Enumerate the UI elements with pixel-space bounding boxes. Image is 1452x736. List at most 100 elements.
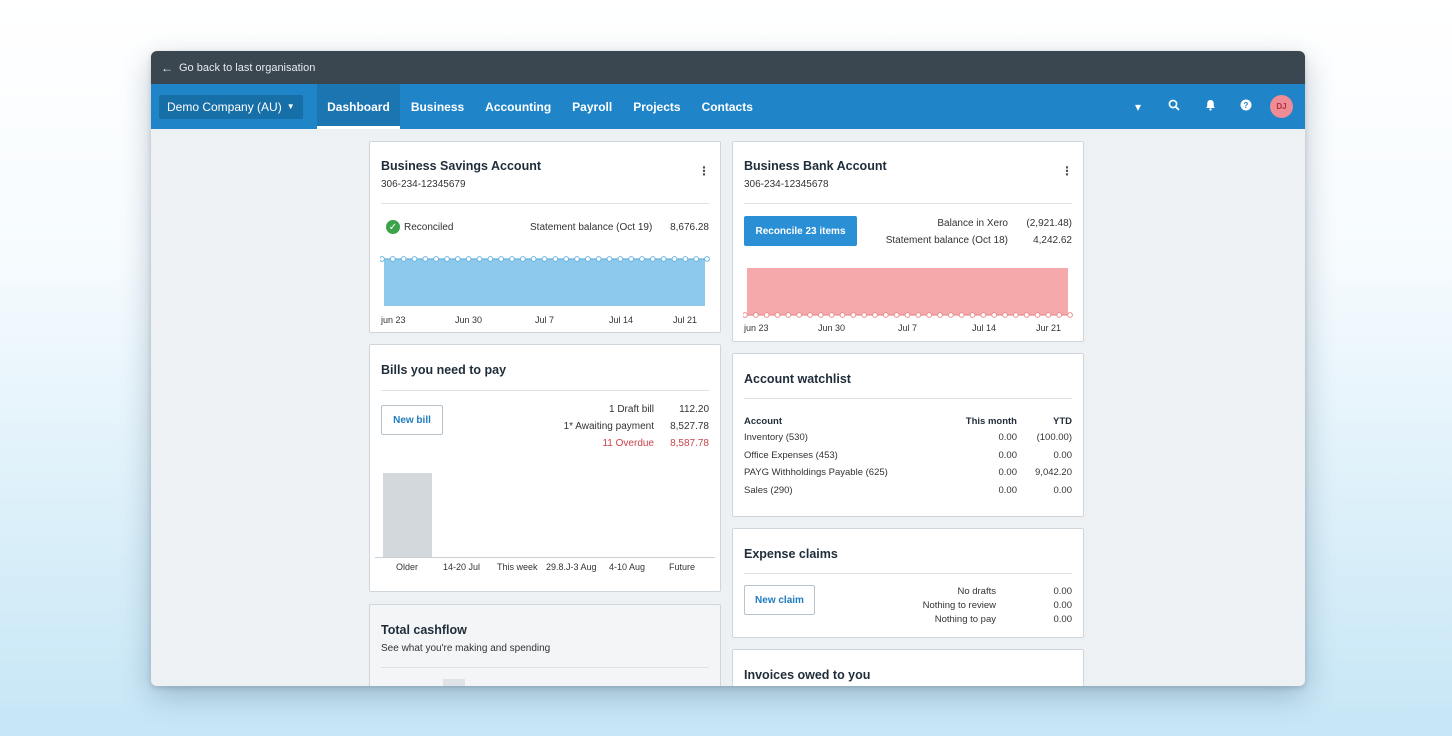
back-link[interactable]: Go back to last organisation <box>179 61 316 74</box>
add-menu-icon[interactable]: ▾ <box>1134 99 1142 114</box>
nav-projects[interactable]: Projects <box>633 99 681 114</box>
savings-x-label: Jul 7 <box>535 315 555 325</box>
chart-point <box>530 256 537 262</box>
bills-bar-older[interactable] <box>383 473 432 557</box>
chart-point <box>660 256 667 262</box>
chart-point <box>682 256 689 262</box>
chart-point <box>649 256 656 262</box>
divider <box>744 398 1072 399</box>
watchlist-title[interactable]: Account watchlist <box>744 372 851 386</box>
watchlist-account[interactable]: Office Expenses (453) <box>744 450 838 461</box>
chart-point <box>807 312 813 318</box>
chart-point <box>552 256 559 262</box>
draft-bills-link[interactable]: 1 Draft bill <box>608 404 654 415</box>
expense-claims-card: Expense claims New claim No drafts 0.00 … <box>732 528 1084 638</box>
watchlist-month: 0.00 <box>998 467 1018 478</box>
bank-area-fill <box>747 268 1068 315</box>
nav-business[interactable]: Business <box>410 99 465 114</box>
savings-x-label: Jun 30 <box>455 315 483 325</box>
more-options-icon[interactable]: ⋮ <box>698 164 710 178</box>
awaiting-payment-link[interactable]: 1* Awaiting payment <box>563 421 654 432</box>
chart-point <box>422 256 429 262</box>
bills-x-label: 29.8.J-3 Aug <box>546 562 597 572</box>
chart-point <box>1045 312 1052 318</box>
chart-point <box>893 312 900 318</box>
chart-point <box>958 312 965 318</box>
chart-point <box>454 256 461 262</box>
org-switch-bar[interactable]: ← Go back to last organisation <box>151 51 1305 84</box>
chart-point <box>1023 312 1030 318</box>
chart-point <box>969 312 976 318</box>
chart-point <box>915 312 922 318</box>
back-arrow-icon[interactable]: ← <box>161 60 173 75</box>
bank-x-label: Jul 14 <box>972 323 997 333</box>
chart-point <box>584 256 591 262</box>
chart-point <box>476 256 483 262</box>
chart-point <box>498 256 505 262</box>
savings-title[interactable]: Business Savings Account <box>381 159 541 173</box>
nav-payroll[interactable]: Payroll <box>572 99 613 114</box>
bank-x-label: Jun 30 <box>818 323 846 333</box>
bills-title[interactable]: Bills you need to pay <box>381 363 507 377</box>
cashflow-bar <box>443 679 465 686</box>
chart-point <box>947 312 954 318</box>
divider <box>744 573 1072 574</box>
invoices-title[interactable]: Invoices owed to you <box>744 668 871 682</box>
watchlist-account[interactable]: PAYG Withholdings Payable (625) <box>744 467 888 478</box>
avatar[interactable]: DJ <box>1270 95 1293 118</box>
reconcile-button[interactable]: Reconcile 23 items <box>744 216 857 246</box>
nav-items: Dashboard Business Accounting Payroll Pr… <box>316 84 764 129</box>
bills-x-label: 4-10 Aug <box>609 562 646 572</box>
bank-title[interactable]: Business Bank Account <box>744 159 887 173</box>
chart-point <box>882 312 889 318</box>
nav-icons: ▾ ? DJ <box>1120 84 1293 129</box>
overdue-link[interactable]: 11 Overdue <box>602 438 654 449</box>
expense-status-value: 0.00 <box>1053 600 1073 611</box>
search-icon[interactable] <box>1156 99 1192 114</box>
expense-status-label: Nothing to pay <box>934 614 996 625</box>
chart-point <box>628 256 635 262</box>
expense-title[interactable]: Expense claims <box>744 547 838 561</box>
expense-status-value: 0.00 <box>1053 614 1073 625</box>
chart-point <box>850 312 857 318</box>
nav-dashboard[interactable]: Dashboard <box>316 84 401 129</box>
chart-point <box>671 256 678 262</box>
more-options-icon[interactable]: ⋮ <box>1061 164 1073 178</box>
bank-statement-value: 4,242.62 <box>1033 235 1072 246</box>
bank-statement-label: Statement balance (Oct 18) <box>885 235 1008 246</box>
org-selector[interactable]: Demo Company (AU) ▼ <box>159 94 303 119</box>
chart-point <box>400 256 407 262</box>
chart-point <box>433 256 440 262</box>
chart-point <box>904 312 911 318</box>
savings-account-number: 306-234-12345679 <box>381 179 466 190</box>
new-claim-button[interactable]: New claim <box>744 585 815 615</box>
watchlist-month: 0.00 <box>998 432 1018 443</box>
cashflow-title[interactable]: Total cashflow <box>381 623 467 637</box>
cashflow-card: Total cashflow See what you're making an… <box>369 604 721 686</box>
nav-accounting[interactable]: Accounting <box>485 99 552 114</box>
savings-account-card: Business Savings Account 306-234-1234567… <box>369 141 721 333</box>
watchlist-account[interactable]: Sales (290) <box>744 485 793 496</box>
new-bill-button[interactable]: New bill <box>381 405 443 435</box>
bills-x-label: Future <box>669 562 696 572</box>
chart-point <box>743 312 748 318</box>
svg-text:?: ? <box>1244 101 1249 110</box>
chart-point <box>763 312 770 318</box>
watchlist-header-account: Account <box>744 416 782 427</box>
notifications-bell-icon[interactable] <box>1192 99 1228 114</box>
invoices-card: Invoices owed to you <box>732 649 1084 686</box>
nav-contacts[interactable]: Contacts <box>701 99 753 114</box>
help-icon[interactable]: ? <box>1228 99 1264 114</box>
chart-point <box>926 312 933 318</box>
savings-x-label: Jul 21 <box>673 315 698 325</box>
savings-points <box>380 256 710 262</box>
cashflow-subtitle: See what you're making and spending <box>381 643 551 654</box>
savings-statement-value: 8,676.28 <box>670 222 709 233</box>
watchlist-ytd: 9,042.20 <box>1035 467 1072 478</box>
chart-point <box>828 312 835 318</box>
watchlist-account[interactable]: Inventory (530) <box>744 432 808 443</box>
bank-account-card: Business Bank Account 306-234-12345678 ⋮… <box>732 141 1084 342</box>
chart-point <box>1056 312 1063 318</box>
org-name: Demo Company (AU) <box>167 99 282 114</box>
bank-x-label: Jul 7 <box>898 323 918 333</box>
